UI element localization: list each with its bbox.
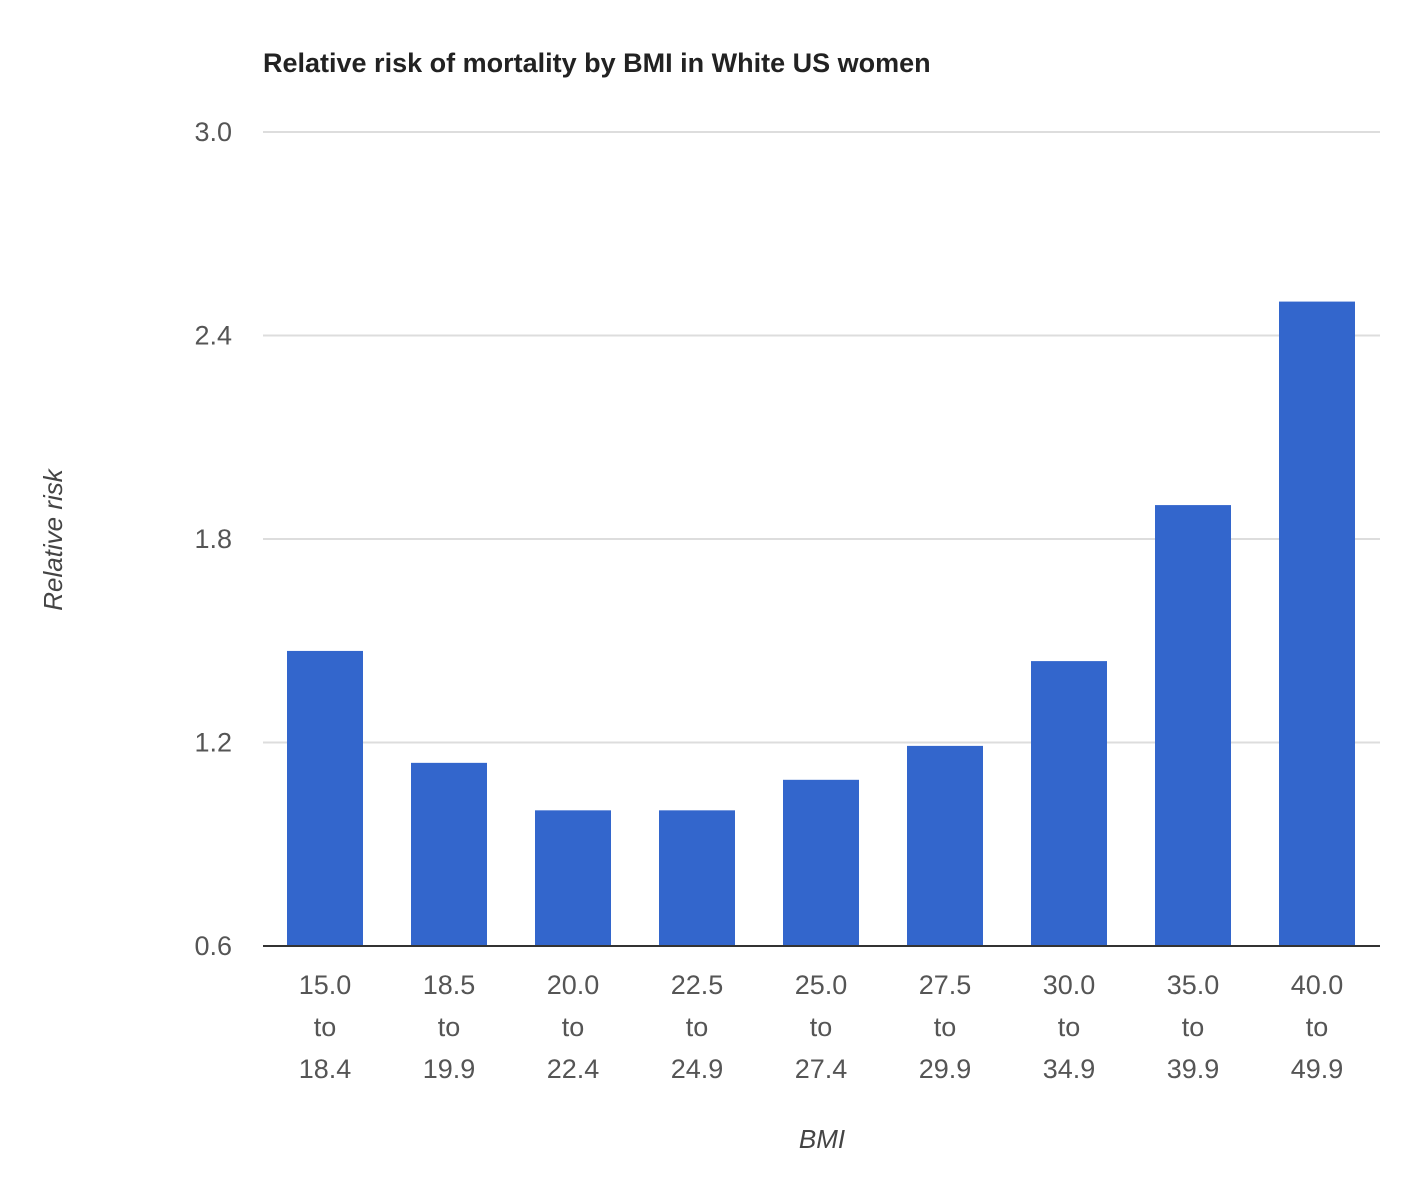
bar [659, 810, 735, 946]
x-category-label: 22.5 to 24.9 [671, 970, 724, 1084]
x-category-label: 18.5 to 19.9 [423, 970, 476, 1084]
x-category-label: 35.0 to 39.9 [1167, 970, 1220, 1084]
y-tick-label: 1.8 [194, 524, 232, 554]
bar [907, 745, 983, 946]
x-category-label: 40.0 to 49.9 [1291, 970, 1344, 1084]
bar [287, 650, 363, 946]
bar [783, 779, 859, 946]
x-axis-category-labels: 15.0 to 18.4 18.5 to 19.9 20.0 to 22.4 22.5 to 24.9… [299, 970, 1344, 1084]
y-tick-label: 1.2 [194, 728, 232, 758]
x-category-label: 30.0 to 34.9 [1043, 970, 1096, 1084]
y-axis-label: Relative risk [38, 467, 68, 611]
y-tick-label: 2.4 [194, 321, 232, 351]
chart-title: Relative risk of mortality by BMI in Whi… [263, 48, 931, 78]
y-axis-tick-labels: 0.6 1.2 1.8 2.4 3.0 [194, 117, 232, 961]
x-category-label: 20.0 to 22.4 [547, 970, 600, 1084]
bars [287, 301, 1355, 946]
bar [411, 762, 487, 946]
x-axis-label: BMI [799, 1124, 845, 1154]
bar [1279, 301, 1355, 946]
bar [1031, 661, 1107, 946]
bar [535, 810, 611, 946]
y-tick-label: 0.6 [194, 931, 232, 961]
x-category-label: 27.5 to 29.9 [919, 970, 972, 1084]
y-tick-label: 3.0 [194, 117, 232, 147]
x-category-label: 15.0 to 18.4 [299, 970, 352, 1084]
x-category-label: 25.0 to 27.4 [795, 970, 848, 1084]
bar [1155, 505, 1231, 946]
